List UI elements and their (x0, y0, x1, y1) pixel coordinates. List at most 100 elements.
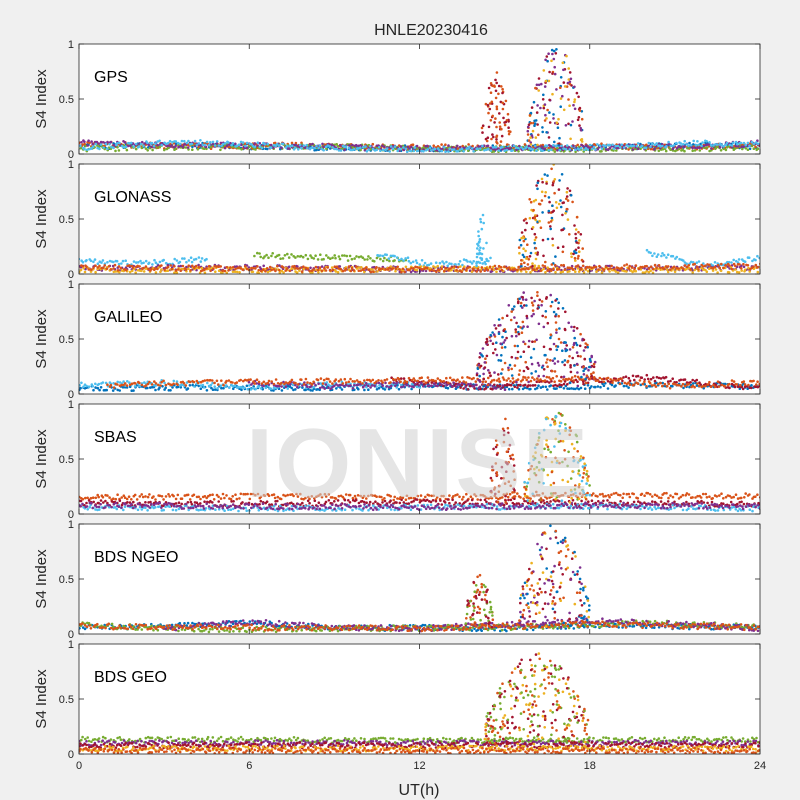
data-point (436, 377, 440, 380)
data-point (142, 267, 145, 270)
data-point (299, 254, 303, 258)
data-point (533, 340, 537, 343)
data-point (523, 342, 527, 346)
data-point (590, 355, 593, 359)
data-point (547, 196, 551, 199)
data-point (597, 268, 600, 271)
data-point (233, 384, 237, 388)
data-point (535, 338, 538, 342)
data-point (481, 262, 485, 265)
data-point (433, 147, 437, 151)
data-point (490, 100, 494, 104)
data-point (695, 261, 698, 265)
data-point (334, 270, 338, 273)
data-point (546, 388, 549, 391)
data-point (318, 144, 322, 147)
data-point (608, 143, 612, 147)
data-point (227, 386, 231, 389)
data-point (620, 143, 623, 146)
data-point (272, 386, 276, 390)
data-point (743, 383, 747, 386)
data-point (752, 142, 756, 146)
data-point (584, 346, 587, 349)
data-point (405, 383, 409, 387)
data-point (554, 313, 558, 316)
data-point (325, 381, 329, 384)
data-point (154, 382, 158, 385)
data-point (535, 267, 539, 270)
data-point (146, 141, 149, 145)
data-point (501, 91, 504, 95)
data-point (478, 261, 482, 265)
data-point (643, 380, 646, 384)
data-point (541, 314, 544, 318)
data-point (294, 388, 297, 391)
data-point (101, 495, 105, 499)
data-point (692, 139, 695, 143)
data-point (578, 124, 581, 127)
data-point (413, 379, 417, 382)
data-point (296, 267, 299, 270)
data-point (494, 348, 497, 351)
data-point (418, 263, 422, 266)
data-point (558, 136, 561, 140)
data-point (177, 265, 180, 268)
data-point (687, 382, 690, 386)
data-point (164, 142, 168, 146)
data-point (486, 144, 490, 148)
data-point (402, 385, 406, 388)
data-point (517, 265, 520, 269)
data-point (325, 147, 328, 151)
data-point (622, 384, 626, 388)
data-point (130, 498, 133, 501)
data-point (91, 385, 95, 388)
data-point (547, 146, 551, 150)
data-point (209, 145, 213, 149)
data-point (698, 381, 701, 385)
data-point (659, 268, 662, 272)
data-point (518, 369, 522, 372)
data-point (225, 379, 228, 383)
data-point (692, 143, 695, 146)
data-point (114, 270, 118, 273)
data-point (317, 271, 320, 274)
data-point (560, 264, 563, 267)
data-point (459, 265, 462, 268)
data-point (307, 388, 310, 391)
data-point (756, 139, 759, 142)
data-point (536, 187, 539, 191)
data-point (498, 384, 502, 388)
data-point (409, 270, 413, 274)
data-point (270, 380, 274, 383)
data-point (661, 384, 664, 388)
data-point (551, 244, 555, 247)
data-point (489, 374, 492, 378)
data-point (99, 140, 103, 144)
data-point (203, 143, 207, 147)
data-point (400, 385, 403, 389)
data-point (235, 381, 239, 384)
data-point (537, 384, 540, 388)
data-point (158, 260, 162, 264)
data-point (712, 144, 715, 147)
data-point (503, 339, 507, 342)
data-point (498, 121, 502, 124)
data-point (522, 247, 525, 250)
data-point (691, 271, 694, 274)
data-point (472, 385, 476, 388)
data-point (579, 233, 583, 236)
data-point (495, 138, 498, 141)
data-point (689, 260, 693, 264)
data-point (282, 271, 285, 274)
data-point (402, 259, 405, 262)
data-point (565, 344, 568, 347)
data-point (106, 140, 109, 144)
data-point (369, 145, 372, 148)
data-point (519, 268, 523, 271)
data-point (537, 374, 540, 378)
data-point (490, 137, 493, 141)
data-point (254, 493, 257, 497)
data-point (140, 269, 143, 273)
data-point (510, 355, 514, 359)
data-point (456, 378, 459, 382)
